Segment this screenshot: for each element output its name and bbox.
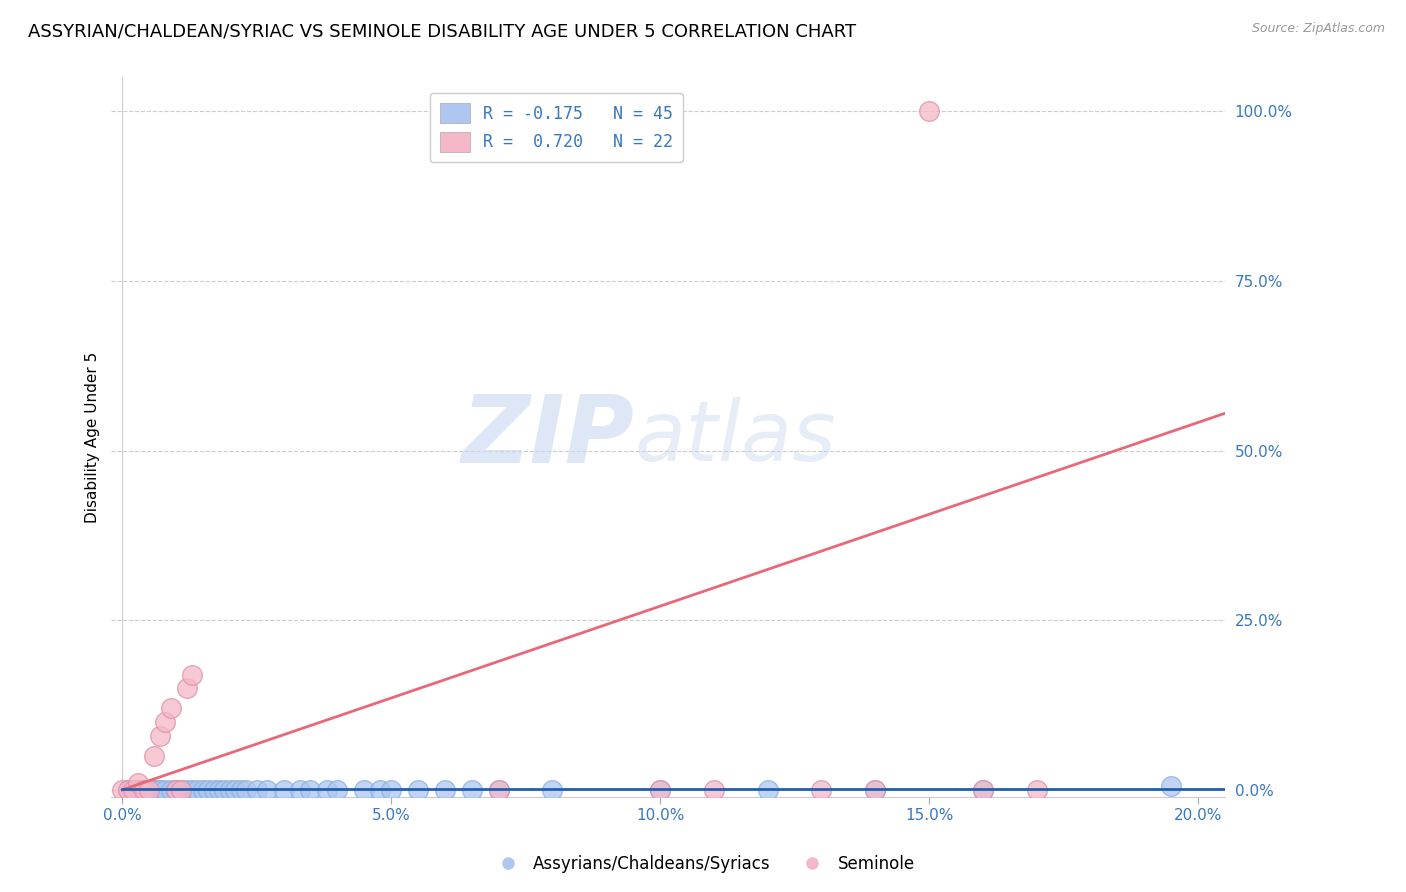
Point (153, 783, 176, 797)
Point (461, 783, 484, 797)
Legend: R = -0.175   N = 45, R =  0.720   N = 22: R = -0.175 N = 45, R = 0.720 N = 22 (430, 93, 683, 162)
Point (224, 783, 246, 797)
Point (256, 783, 278, 797)
Point (132, 783, 155, 797)
Point (1160, 780, 1182, 794)
Point (143, 748, 166, 763)
Y-axis label: Disability Age Under 5: Disability Age Under 5 (86, 351, 100, 523)
Text: ZIP: ZIP (461, 391, 634, 483)
Point (165, 783, 187, 797)
Legend: Assyrians/Chaldeans/Syriacs, Seminole: Assyrians/Chaldeans/Syriacs, Seminole (485, 848, 921, 880)
Point (703, 783, 725, 797)
Point (229, 783, 252, 797)
Point (488, 783, 510, 797)
Point (288, 783, 311, 797)
Point (648, 783, 671, 797)
Text: ASSYRIAN/CHALDEAN/SYRIAC VS SEMINOLE DISABILITY AGE UNDER 5 CORRELATION CHART: ASSYRIAN/CHALDEAN/SYRIAC VS SEMINOLE DIS… (28, 22, 856, 40)
Point (117, 783, 139, 797)
Point (380, 783, 402, 797)
Point (918, 104, 941, 119)
Point (406, 783, 429, 797)
Point (863, 783, 886, 797)
Point (149, 783, 172, 797)
Point (756, 783, 779, 797)
Point (138, 783, 160, 797)
Point (170, 783, 193, 797)
Point (273, 783, 295, 797)
Point (149, 783, 172, 797)
Point (197, 783, 219, 797)
Point (315, 783, 337, 797)
Point (159, 783, 181, 797)
Text: atlas: atlas (634, 397, 837, 477)
Point (648, 783, 671, 797)
Point (353, 783, 375, 797)
Point (153, 714, 176, 729)
Point (370, 783, 392, 797)
Point (218, 783, 240, 797)
Text: Source: ZipAtlas.com: Source: ZipAtlas.com (1251, 22, 1385, 36)
Point (181, 667, 204, 681)
Point (127, 776, 149, 790)
Point (433, 783, 456, 797)
Point (214, 783, 236, 797)
Point (191, 783, 214, 797)
Point (176, 681, 198, 695)
Point (235, 783, 257, 797)
Point (127, 783, 149, 797)
Point (132, 783, 155, 797)
Point (122, 783, 145, 797)
Point (181, 783, 204, 797)
Point (176, 783, 198, 797)
Point (111, 783, 134, 797)
Point (326, 783, 349, 797)
Point (159, 701, 181, 715)
Point (972, 783, 994, 797)
Point (143, 783, 166, 797)
Point (122, 783, 145, 797)
Point (149, 729, 172, 743)
Point (972, 783, 994, 797)
Point (246, 783, 269, 797)
Point (202, 783, 225, 797)
Point (170, 783, 193, 797)
Point (208, 783, 231, 797)
Point (1025, 783, 1047, 797)
Point (299, 783, 322, 797)
Point (863, 783, 886, 797)
Point (138, 783, 160, 797)
Point (186, 783, 208, 797)
Point (810, 783, 832, 797)
Point (143, 783, 166, 797)
Point (117, 783, 139, 797)
Point (541, 783, 564, 797)
Point (488, 783, 510, 797)
Point (165, 783, 187, 797)
